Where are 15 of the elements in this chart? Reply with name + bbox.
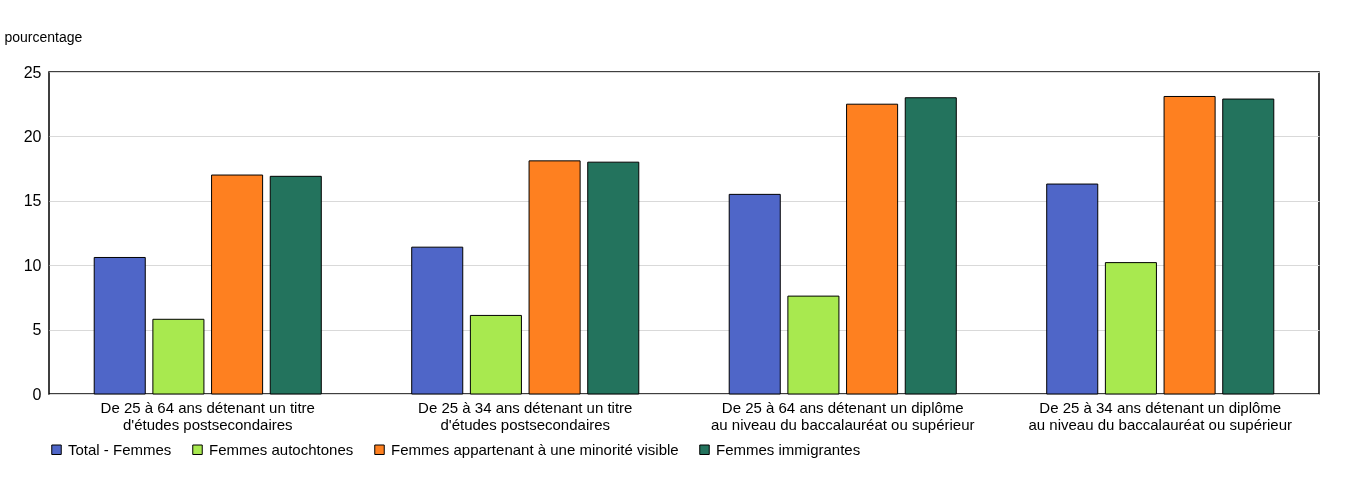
y-tick-label: 15 [23, 192, 42, 210]
y-tick-label: 5 [32, 321, 42, 339]
legend-label: Femmes autochtones [209, 440, 354, 458]
x-tick-label: De 25 à 34 ans détenant un diplôme au niveau du baccalauréat ou supérieur [1028, 398, 1293, 433]
legend-label: Femmes appartenant à une minorité visible [391, 440, 679, 458]
y-tick-label: 10 [23, 256, 42, 274]
y-tick-label: 25 [23, 63, 42, 81]
x-tick-label: De 25 à 34 ans détenant un titre d'études postsecondaires [418, 398, 633, 433]
x-tick-label: De 25 à 64 ans détenant un titre d'études postsecondaires [100, 398, 315, 433]
x-tick-label: De 25 à 64 ans détenant un diplôme au niveau du baccalauréat ou supérieur [710, 398, 975, 433]
y-tick-label: 20 [23, 127, 42, 145]
y-tick-label: 0 [32, 385, 42, 403]
legend-label: Total - Femmes [68, 440, 172, 458]
y-axis-title: pourcentage [4, 28, 83, 45]
legend-label: Femmes immigrantes [716, 440, 861, 458]
